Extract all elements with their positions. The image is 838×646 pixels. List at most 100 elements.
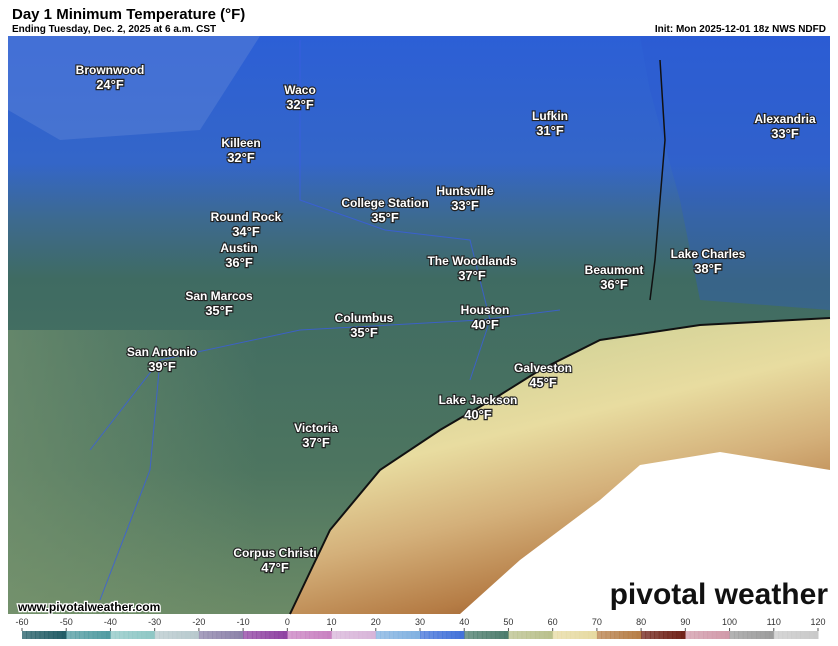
colorbar-segment bbox=[627, 631, 633, 639]
colorbar-segment bbox=[30, 631, 36, 639]
city-temp: 32°F bbox=[227, 150, 255, 165]
city-name: Waco bbox=[284, 83, 316, 97]
colorbar-segment bbox=[207, 631, 213, 639]
colorbar-segment bbox=[614, 631, 620, 639]
colorbar-segment bbox=[136, 631, 142, 639]
colorbar-segment bbox=[623, 631, 629, 639]
colorbar-segment bbox=[172, 631, 178, 639]
colorbar-segment bbox=[415, 631, 421, 639]
colorbar-segment bbox=[375, 631, 381, 639]
colorbar-segment bbox=[344, 631, 350, 639]
colorbar-tick-label: 100 bbox=[722, 617, 737, 627]
colorbar-segment bbox=[420, 631, 425, 639]
colorbar-segment bbox=[667, 631, 673, 639]
colorbar-segment bbox=[680, 631, 686, 639]
colorbar-segment bbox=[530, 631, 536, 639]
city-name: Columbus bbox=[335, 311, 394, 325]
colorbar-segment bbox=[52, 631, 58, 639]
city-name: Lake Jackson bbox=[439, 393, 518, 407]
city-name: Houston bbox=[461, 303, 510, 317]
city-name: San Antonio bbox=[127, 345, 197, 359]
colorbar-segment bbox=[424, 631, 430, 639]
colorbar-segment bbox=[132, 631, 138, 639]
colorbar-segment bbox=[75, 631, 80, 639]
colorbar-segment bbox=[243, 631, 249, 639]
colorbar-segment bbox=[703, 631, 708, 639]
colorbar-segment bbox=[658, 631, 664, 639]
colorbar-segment bbox=[35, 631, 41, 639]
colorbar-segment bbox=[725, 631, 731, 639]
colorbar-segment bbox=[804, 631, 810, 639]
colorbar-segment bbox=[473, 631, 478, 639]
colorbar-tick-label: 70 bbox=[592, 617, 602, 627]
colorbar-segment bbox=[552, 631, 558, 639]
colorbar-segment bbox=[641, 631, 647, 639]
colorbar-segment bbox=[663, 631, 669, 639]
colorbar-segment bbox=[393, 631, 399, 639]
colorbar-tick-label: -50 bbox=[60, 617, 73, 627]
colorbar-tick-label: -10 bbox=[237, 617, 250, 627]
city-temp: 40°F bbox=[471, 317, 499, 332]
colorbar-segment bbox=[649, 631, 655, 639]
colorbar-segment bbox=[269, 631, 275, 639]
colorbar: -60 -50 -40 -30 -20 -10 0 10 20 30 40 50 60 70 80 90 100… bbox=[15, 617, 826, 639]
colorbar-tick-label: 20 bbox=[371, 617, 381, 627]
colorbar-segment bbox=[477, 631, 483, 639]
colorbar-segment bbox=[654, 631, 660, 639]
colorbar-segment bbox=[442, 631, 448, 639]
colorbar-segment bbox=[167, 631, 173, 639]
city-name: Lake Charles bbox=[671, 247, 746, 261]
colorbar-segment bbox=[221, 631, 226, 639]
colorbar-segment bbox=[287, 631, 293, 639]
colorbar-segment bbox=[97, 631, 103, 639]
colorbar-segment bbox=[331, 631, 337, 639]
colorbar-segment bbox=[238, 631, 244, 639]
colorbar-segment bbox=[88, 631, 94, 639]
city-temp: 33°F bbox=[771, 126, 799, 141]
colorbar-tick-label: 120 bbox=[810, 617, 825, 627]
colorbar-segment bbox=[437, 631, 443, 639]
colorbar-segment bbox=[428, 631, 434, 639]
colorbar-tick-label: 30 bbox=[415, 617, 425, 627]
colorbar-segment bbox=[446, 631, 452, 639]
colorbar-segment bbox=[756, 631, 762, 639]
colorbar-segment bbox=[605, 631, 611, 639]
colorbar-segment bbox=[685, 631, 691, 639]
colorbar-segment bbox=[778, 631, 784, 639]
city-name: Huntsville bbox=[436, 184, 494, 198]
colorbar-tick-label: -40 bbox=[104, 617, 117, 627]
colorbar-segment bbox=[406, 631, 412, 639]
colorbar-segment bbox=[70, 631, 76, 639]
colorbar-segment bbox=[176, 631, 182, 639]
colorbar-segment bbox=[565, 631, 571, 639]
colorbar-segment bbox=[521, 631, 527, 639]
city-name: Victoria bbox=[294, 421, 338, 435]
subtitle: Ending Tuesday, Dec. 2, 2025 at 6 a.m. C… bbox=[12, 24, 216, 35]
colorbar-segment bbox=[610, 631, 616, 639]
colorbar-segment bbox=[747, 631, 753, 639]
colorbar-segment bbox=[296, 631, 302, 639]
colorbar-segment bbox=[738, 631, 744, 639]
city-temp: 35°F bbox=[371, 210, 399, 225]
colorbar-segment bbox=[672, 631, 677, 639]
colorbar-segment bbox=[694, 631, 700, 639]
colorbar-segment bbox=[543, 631, 549, 639]
city-temp: 31°F bbox=[536, 123, 564, 138]
colorbar-segment bbox=[534, 631, 540, 639]
colorbar-segment bbox=[716, 631, 722, 639]
colorbar-segment bbox=[247, 631, 253, 639]
colorbar-segment bbox=[791, 631, 797, 639]
colorbar-segment bbox=[809, 631, 815, 639]
colorbar-segment bbox=[26, 631, 32, 639]
colorbar-segment bbox=[486, 631, 492, 639]
colorbar-segment bbox=[384, 631, 390, 639]
city-temp: 39°F bbox=[148, 359, 176, 374]
colorbar-segment bbox=[278, 631, 284, 639]
city-temp: 47°F bbox=[261, 560, 289, 575]
colorbar-segment bbox=[335, 631, 341, 639]
colorbar-segment bbox=[366, 631, 372, 639]
colorbar-segment bbox=[588, 631, 593, 639]
colorbar-segment bbox=[305, 631, 310, 639]
colorbar-segment bbox=[733, 631, 739, 639]
